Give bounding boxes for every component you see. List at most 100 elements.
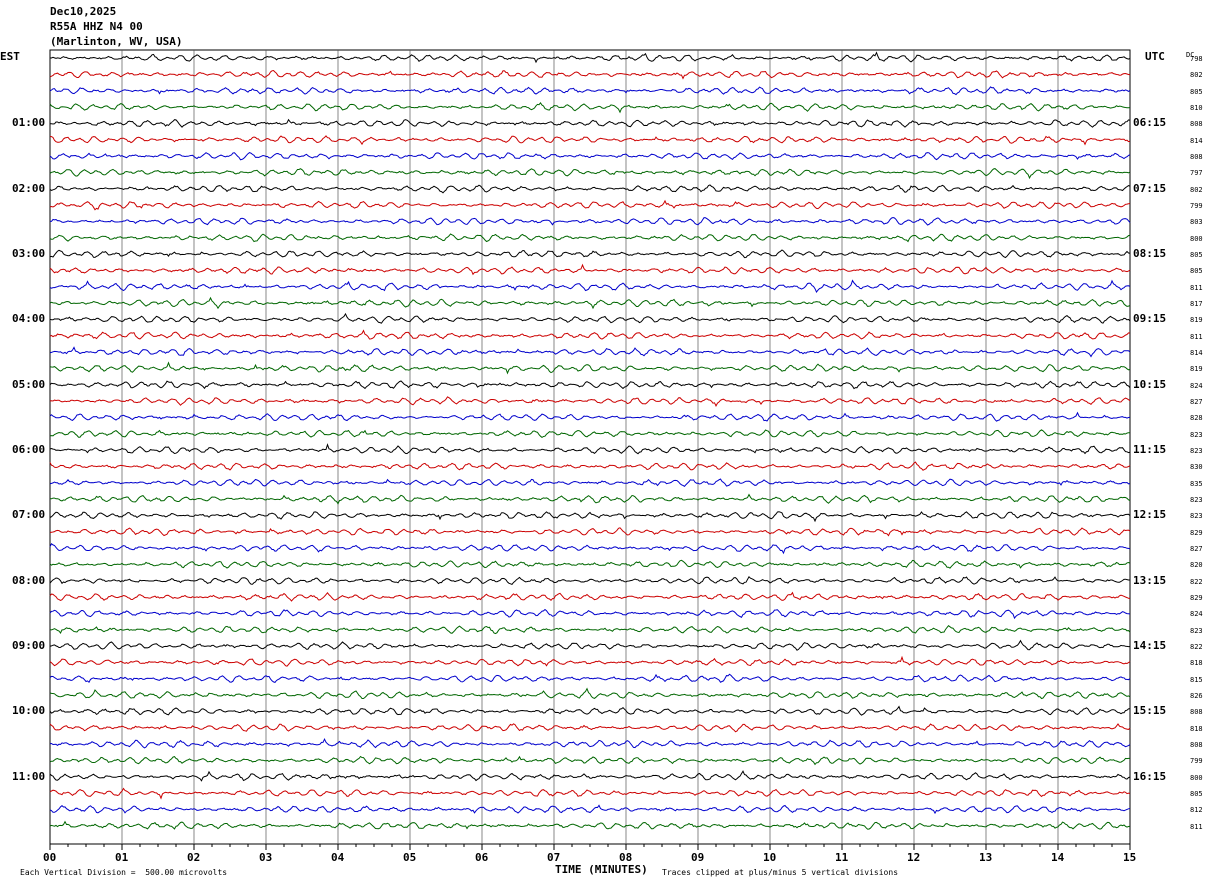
seismic-trace	[50, 493, 1131, 505]
dc-offset-value: 826	[1190, 692, 1203, 700]
dc-offset-value: 811	[1190, 283, 1203, 292]
seismic-trace	[49, 575, 1130, 586]
dc-offset-value: 808	[1190, 153, 1203, 161]
est-hour-label: 08:00	[12, 573, 46, 587]
seismic-trace	[49, 396, 1131, 408]
header-location: (Marlinton, WV, USA)	[50, 35, 183, 48]
est-hour-label: 11:00	[12, 769, 46, 783]
dc-offset-value: 815	[1190, 675, 1203, 684]
utc-hour-label: 13:15	[1133, 573, 1167, 587]
seismic-trace	[49, 787, 1131, 800]
seismic-trace	[49, 216, 1131, 226]
seismic-trace	[49, 168, 1131, 180]
seismic-trace	[49, 559, 1131, 569]
seismic-trace	[49, 380, 1131, 390]
dc-offset-value: 820	[1190, 561, 1203, 570]
seismic-trace	[49, 411, 1131, 422]
seismic-trace	[49, 738, 1131, 749]
dc-offset-value: 814	[1190, 349, 1203, 357]
seismic-trace	[49, 723, 1131, 733]
x-tick-label: 07	[547, 851, 561, 864]
left-timezone-label: EST	[0, 50, 20, 63]
dc-offset-value: 818	[1190, 659, 1203, 668]
seismic-trace	[49, 296, 1131, 310]
seismic-trace	[49, 770, 1131, 782]
x-axis	[49, 844, 1131, 850]
seismic-trace	[49, 804, 1131, 815]
dc-offset-value: 808	[1190, 120, 1203, 129]
seismic-trace	[49, 263, 1131, 276]
seismic-trace	[49, 101, 1131, 114]
seismic-trace	[49, 443, 1131, 455]
seismic-trace	[49, 655, 1131, 667]
plot-grid	[49, 49, 1131, 845]
dc-offset-value: 799	[1190, 202, 1203, 210]
dc-offset-value: 823	[1190, 512, 1203, 521]
seismic-trace	[49, 429, 1131, 439]
dc-offset-value: 799	[1190, 757, 1203, 766]
seismic-trace	[49, 705, 1131, 716]
x-tick-label: 15	[1123, 851, 1137, 864]
seismic-trace	[49, 625, 1131, 635]
seismic-trace	[49, 312, 1131, 324]
dc-offset-value: 819	[1190, 365, 1203, 374]
dc-offset-value: 817	[1190, 300, 1203, 308]
utc-hour-label: 09:15	[1133, 312, 1167, 326]
seismic-trace	[49, 135, 1131, 146]
x-tick-label: 11	[835, 851, 849, 864]
seismic-traces	[49, 51, 1131, 830]
seismic-trace	[49, 361, 1131, 375]
seismic-trace	[49, 279, 1131, 293]
seismic-trace	[49, 687, 1131, 700]
utc-hour-label: 14:15	[1133, 639, 1167, 652]
seismic-trace	[49, 69, 1131, 80]
scale-note: Each Vertical Division = 500.00 microvol…	[20, 868, 228, 877]
x-tick-label: 08	[619, 851, 633, 864]
seismic-trace	[49, 118, 1131, 128]
x-tick-label: 12	[907, 851, 921, 864]
utc-hour-label: 07:15	[1133, 181, 1167, 195]
x-tick-label: 14	[1051, 851, 1065, 864]
plot-frame	[49, 49, 1131, 845]
est-hour-label: 03:00	[12, 247, 46, 260]
x-tick-label: 03	[259, 851, 273, 864]
est-hour-label: 10:00	[12, 704, 46, 718]
seismic-trace	[49, 673, 1131, 683]
dc-offset-value: 798	[1190, 55, 1203, 63]
dc-offset-value: 829	[1190, 528, 1203, 537]
x-tick-label: 01	[115, 851, 129, 864]
seismic-trace	[49, 820, 1131, 830]
dc-offset-value: 822	[1190, 577, 1203, 586]
dc-offset-value: 811	[1190, 332, 1203, 341]
seismic-trace	[49, 233, 1131, 243]
utc-hour-label: 12:15	[1133, 508, 1167, 522]
dc-offset-value: 830	[1190, 463, 1203, 472]
dc-offset-value: 800	[1190, 773, 1203, 782]
dc-offset-value: 823	[1190, 447, 1203, 455]
est-hour-label: 09:00	[12, 639, 46, 652]
seismic-trace	[49, 346, 1131, 358]
utc-hour-label: 08:15	[1133, 247, 1167, 260]
utc-hour-label: 16:15	[1133, 769, 1167, 783]
dc-offset-value: 829	[1190, 594, 1203, 602]
dc-offset-value: 827	[1190, 545, 1203, 553]
seismic-trace	[49, 329, 1131, 340]
dc-offset-value: 805	[1190, 267, 1203, 276]
dc-offset-value: 823	[1190, 430, 1203, 439]
header-station: R55A HHZ N4 00	[50, 20, 143, 33]
seismic-trace	[49, 608, 1131, 620]
x-tick-label: 04	[331, 851, 345, 864]
x-tick-label: 05	[403, 851, 417, 864]
seismic-trace	[49, 639, 1130, 651]
dc-offset-value: 805	[1190, 790, 1203, 798]
seismic-trace	[49, 591, 1131, 602]
dc-offset-value: 823	[1190, 496, 1203, 504]
right-timezone-label: UTC	[1145, 50, 1165, 63]
utc-hour-label: 11:15	[1133, 443, 1167, 456]
utc-hour-label: 15:15	[1133, 704, 1167, 718]
seismic-trace	[49, 86, 1131, 96]
seismic-trace	[49, 527, 1131, 537]
seismic-trace	[49, 755, 1130, 766]
est-hour-label: 07:00	[12, 508, 46, 522]
